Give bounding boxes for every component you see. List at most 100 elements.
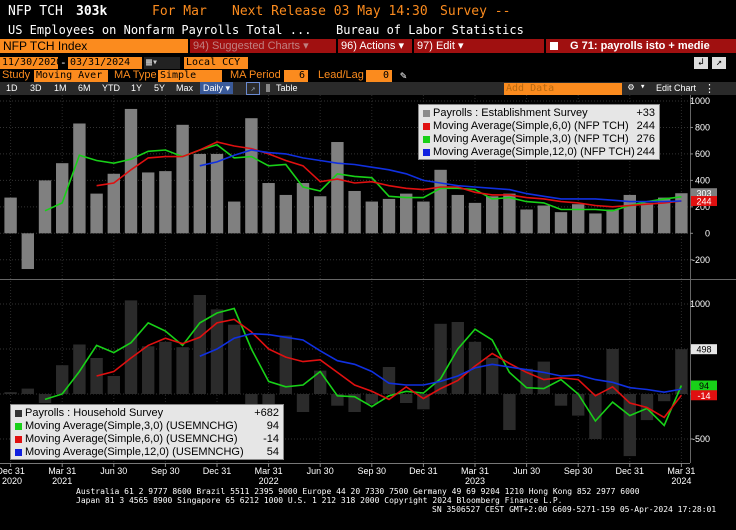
period-ytd[interactable]: YTD xyxy=(102,83,120,93)
legend-swatch xyxy=(423,149,430,156)
bar xyxy=(572,394,585,416)
period-toolbar: 1D 3D 1M 6M YTD 1Y 5Y Max Daily ▾ ↗ Tabl… xyxy=(0,82,736,95)
options-icon[interactable]: ⋮ xyxy=(704,82,715,95)
x-tick-label: Dec 31 xyxy=(616,466,645,476)
settings-icon[interactable]: ⚙ xyxy=(628,82,635,93)
series-line xyxy=(96,141,682,208)
series-line xyxy=(199,332,682,394)
period-5y[interactable]: 5Y xyxy=(154,83,166,93)
period-max[interactable]: Max xyxy=(176,83,194,93)
period-3d[interactable]: 3D xyxy=(30,83,42,93)
legend-series-value: 276 xyxy=(636,133,655,145)
y-tick-label: 600 xyxy=(695,149,710,159)
last-value-tag xyxy=(691,380,717,391)
footer: Australia 61 2 9777 8600 Brazil 5511 239… xyxy=(0,486,736,530)
for-period: For Mar xyxy=(152,4,207,19)
x-year-label: 2024 xyxy=(671,476,691,486)
ma-period-field[interactable]: 6 xyxy=(284,70,308,82)
legend-row[interactable]: Moving Average(Simple,6,0) (USEMNCHG) -14 xyxy=(11,433,283,446)
study-label: Study xyxy=(2,69,31,81)
legend-swatch xyxy=(423,110,430,117)
legend-series-name: Payrolls : Household Survey xyxy=(25,407,164,419)
bar xyxy=(468,202,482,234)
bar xyxy=(228,201,241,234)
actions-button[interactable]: 96) Actions ▾ xyxy=(338,39,412,53)
legend-row[interactable]: Moving Average(Simple,3,0) (USEMNCHG) 94 xyxy=(11,420,283,433)
bar xyxy=(73,123,86,234)
bar xyxy=(537,361,550,394)
legend-bottom[interactable]: Payrolls : Household Survey +682 Moving Av… xyxy=(10,404,284,460)
bar xyxy=(658,394,671,402)
bar xyxy=(331,394,344,406)
series-line xyxy=(96,318,683,419)
bar xyxy=(503,193,516,234)
legend-row[interactable]: Moving Average(Simple,12,0) (USEMNCHG) 54 xyxy=(11,446,283,459)
bar xyxy=(520,209,533,234)
legend-series-value: 94 xyxy=(266,420,279,432)
bar xyxy=(21,233,34,270)
bar xyxy=(142,172,155,234)
ma-period-label: MA Period xyxy=(230,69,281,81)
bar xyxy=(176,124,189,234)
legend-swatch xyxy=(15,449,22,456)
x-tick-label: Dec 31 xyxy=(409,466,438,476)
chart-style-icon[interactable]: ↗ xyxy=(246,82,260,95)
period-1y[interactable]: 1Y xyxy=(131,83,143,93)
legend-series-name: Payrolls : Establishment Survey xyxy=(433,107,588,119)
last-value-tag xyxy=(691,390,717,401)
y-tick-label: 200 xyxy=(695,202,710,212)
bar xyxy=(314,196,327,234)
y-tick-label: 0 xyxy=(705,228,710,238)
bar xyxy=(348,190,361,234)
bar xyxy=(245,118,258,234)
period-6m[interactable]: 6M xyxy=(78,83,91,93)
caret-icon[interactable]: ▾ xyxy=(640,82,646,92)
pencil-icon[interactable]: ✎ xyxy=(400,69,407,82)
moving-average-lines xyxy=(44,141,683,427)
bar xyxy=(107,173,120,234)
line-style-icon[interactable] xyxy=(266,84,270,92)
legend-row[interactable]: Moving Average(Simple,6,0) (NFP TCH) 244 xyxy=(419,120,659,133)
suggested-charts-button[interactable]: 94) Suggested Charts ▾ xyxy=(190,39,336,53)
x-year-label: 2021 xyxy=(52,476,72,486)
last-value-label: 303 xyxy=(696,189,711,199)
bar xyxy=(400,193,413,234)
legend-row[interactable]: Payrolls : Household Survey +682 xyxy=(11,407,283,420)
edit-chart-button[interactable]: Edit Chart xyxy=(656,83,697,93)
legend-top[interactable]: Payrolls : Establishment Survey +33 Moving… xyxy=(418,104,660,160)
currency-select[interactable]: Local CCY xyxy=(184,57,248,69)
bar xyxy=(4,197,17,234)
period-1d[interactable]: 1D xyxy=(6,83,18,93)
bar xyxy=(56,365,69,394)
legend-row[interactable]: Payrolls : Establishment Survey +33 xyxy=(419,107,659,120)
legend-series-value: 54 xyxy=(266,446,279,458)
x-year-label: 2022 xyxy=(259,476,279,486)
security-input[interactable]: NFP TCH Index xyxy=(0,39,188,53)
date-from-field[interactable]: 11/30/2020 xyxy=(0,57,63,69)
frequency-select[interactable]: Daily ▾ xyxy=(200,82,234,94)
maximize-button[interactable]: ↗ xyxy=(712,57,726,69)
last-value: 303k xyxy=(76,4,108,19)
x-tick-label: Sep 30 xyxy=(151,466,180,476)
legend-series-value: 244 xyxy=(636,146,655,158)
period-1m[interactable]: 1M xyxy=(54,83,67,93)
bar xyxy=(623,394,636,457)
study-select[interactable]: Moving Aver xyxy=(34,70,108,82)
add-data-field[interactable]: Add Data xyxy=(504,83,622,95)
ma-type-select[interactable]: Simple xyxy=(158,70,222,82)
series-line xyxy=(199,149,682,203)
edit-button[interactable]: 97) Edit ▾ xyxy=(414,39,544,53)
back-button[interactable]: ↲ xyxy=(694,57,708,69)
date-picker-icon[interactable]: ▦▾ xyxy=(144,57,180,69)
bar xyxy=(606,209,619,234)
legend-row[interactable]: Moving Average(Simple,3,0) (NFP TCH) 276 xyxy=(419,133,659,146)
x-axis: Dec 31 Mar 31 Jun 30 Sep 30 Dec 31 Mar 31 Jun … xyxy=(0,463,695,486)
leadlag-label: Lead/Lag xyxy=(318,69,364,81)
legend-row[interactable]: Moving Average(Simple,12,0) (NFP TCH) 244 xyxy=(419,146,659,159)
bar xyxy=(589,213,602,234)
leadlag-field[interactable]: 0 xyxy=(366,70,392,82)
x-tick-label: Mar 31 xyxy=(461,466,489,476)
table-button[interactable]: Table xyxy=(276,83,298,93)
date-to-field[interactable]: 03/31/2024 xyxy=(68,57,142,69)
bar xyxy=(210,153,224,234)
